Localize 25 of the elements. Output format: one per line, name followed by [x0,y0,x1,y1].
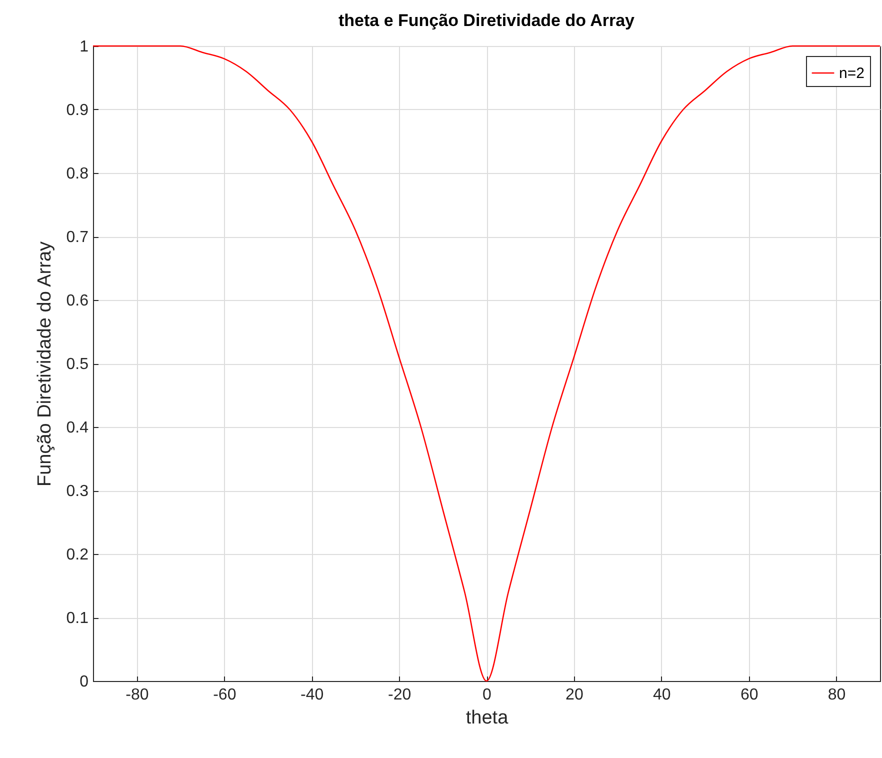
y-tick-label: 0 [80,674,89,690]
x-tick-label: -40 [300,686,324,704]
x-tick-label: 60 [740,686,758,704]
y-tick-label: 0.5 [66,356,89,373]
x-tick-label: -80 [126,686,149,704]
x-tick-label: -60 [213,686,236,704]
legend-label: n=2 [839,65,864,82]
y-tick-label: 0.4 [66,420,89,436]
y-tick-label: 0.9 [66,102,89,119]
y-tick-label: 0.7 [66,229,89,246]
x-tick-label: 40 [652,686,671,704]
x-tick-label: 20 [566,686,584,704]
y-tick-label: 1 [80,38,89,56]
y-tick-label: 0.6 [66,292,89,310]
y-axis-title: Função Diretividade do Array [34,240,56,487]
chart-title: theta e Função Diretividade do Array [338,11,636,30]
y-tick-label: 0.2 [66,546,89,564]
y-tick-label: 0.3 [66,483,89,500]
y-tick-label: 0.1 [66,610,89,627]
y-tick-label: 0.8 [66,166,89,182]
x-tick-label: 80 [828,686,846,704]
line-series [92,45,881,682]
x-axis-title: theta [466,708,509,728]
x-tick-label: 0 [482,686,492,704]
x-tick-label: -20 [388,686,412,704]
